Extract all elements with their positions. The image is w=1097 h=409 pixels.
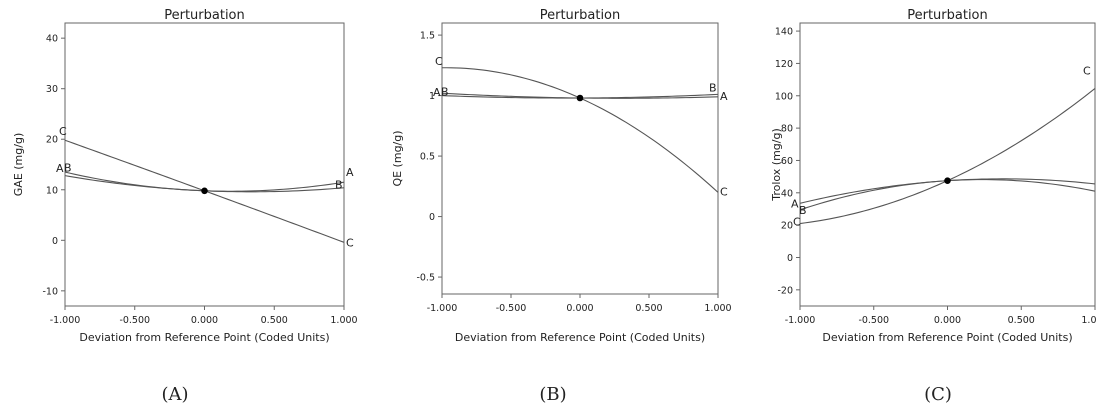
y-tick-label: 20: [781, 221, 793, 232]
y-tick-label: 40: [46, 34, 58, 45]
y-tick-label: 0.5: [420, 152, 435, 163]
series-label-a-right: A: [346, 166, 354, 179]
series-label-b-left: B: [64, 162, 72, 175]
series-line-c: [441, 67, 719, 193]
y-tick-label: 0: [429, 212, 435, 223]
x-axis-label: Deviation from Reference Point (Coded Un…: [79, 331, 329, 344]
chart-panel-a: Perturbation -1.000 -0.500 0.000 0.500 1.000 -…: [12, 8, 358, 405]
series-label-c-right: C: [1083, 64, 1091, 77]
y-tick-label: 30: [46, 84, 58, 95]
series-label-a-right: A: [720, 90, 728, 103]
y-tick-label: 0: [787, 253, 793, 264]
x-tick-label: 0.000: [566, 303, 593, 314]
y-axis-label: Trolox (mg/g): [770, 128, 783, 202]
x-tick-label: 0.000: [934, 315, 961, 326]
x-tick-label: 0.500: [635, 303, 662, 314]
x-tick-label: 1.000: [330, 315, 357, 326]
y-tick-label: 10: [46, 185, 58, 196]
y-tick-label: 80: [781, 124, 793, 135]
chart-title: Perturbation: [540, 8, 621, 23]
chart-title: Perturbation: [164, 8, 245, 23]
y-axis-label: QE (mg/g): [391, 130, 404, 186]
x-tick-label: -0.500: [119, 315, 150, 326]
x-tick-label: -1.000: [785, 315, 816, 326]
y-tick-label: 100: [775, 91, 793, 102]
plot-frame: [64, 22, 345, 307]
y-tick-label: -0.5: [416, 273, 435, 284]
y-tick-label: 1.5: [420, 31, 435, 42]
y-tick-label: 60: [781, 156, 793, 167]
x-axis-label: Deviation from Reference Point (Coded Un…: [822, 331, 1072, 344]
x-axis-label: Deviation from Reference Point (Coded Un…: [455, 331, 705, 344]
series-label-c-left: C: [793, 216, 801, 229]
x-tick-label: 1.000: [1081, 315, 1097, 326]
series-label-c-right: C: [346, 236, 354, 249]
y-tick-label: 20: [46, 135, 58, 146]
y-tick-label: 140: [775, 27, 793, 38]
chart-title: Perturbation: [907, 8, 988, 23]
x-tick-label: 1.000: [704, 303, 731, 314]
reference-point-marker: [201, 187, 208, 195]
x-tick-label: -0.500: [496, 303, 527, 314]
panel-caption: (B): [539, 384, 566, 405]
panel-caption: (A): [161, 384, 188, 405]
plot-frame: [441, 22, 719, 295]
series-label-c-left: C: [59, 125, 67, 138]
series-label-b-left: B: [799, 204, 807, 217]
y-tick-label: 0: [52, 236, 58, 247]
x-tick-label: -0.500: [858, 315, 889, 326]
x-tick-label: 0.500: [261, 315, 288, 326]
y-tick-label: -20: [777, 285, 793, 296]
y-tick-label: 40: [781, 188, 793, 199]
series-label-a-left: A: [56, 162, 64, 175]
x-tick-label: 0.500: [1008, 315, 1035, 326]
series-label-c-right: C: [720, 185, 728, 198]
series-label-a-left: A: [433, 86, 441, 99]
reference-point-marker: [576, 94, 584, 102]
series-label-c-left: C: [435, 55, 443, 68]
chart-panel-c: Perturbation -1.000 -0.500 0.000 0.500 1.000 -…: [770, 8, 1097, 405]
series-label-b-right: B: [335, 179, 343, 192]
y-axis-label: GAE (mg/g): [12, 133, 25, 196]
panel-caption: (C): [924, 384, 952, 405]
series-line-b: [799, 179, 1096, 211]
y-tick-label: 1: [429, 91, 435, 102]
chart-panel-b: Perturbation -1.000 -0.500 0.000 0.500 1.000 -…: [391, 8, 732, 405]
x-tick-label: -1.000: [427, 303, 458, 314]
x-tick-label: -1.000: [50, 315, 81, 326]
reference-point-marker: [944, 177, 951, 184]
series-label-b-right: B: [709, 81, 717, 94]
y-tick-label: 120: [775, 59, 793, 70]
series-label-b-left: B: [441, 86, 449, 99]
series-label-a-left: A: [791, 197, 799, 210]
series-line-c: [799, 88, 1096, 225]
plot-frame: [799, 22, 1096, 307]
y-tick-label: -10: [42, 286, 58, 297]
x-tick-label: 0.000: [191, 315, 218, 326]
